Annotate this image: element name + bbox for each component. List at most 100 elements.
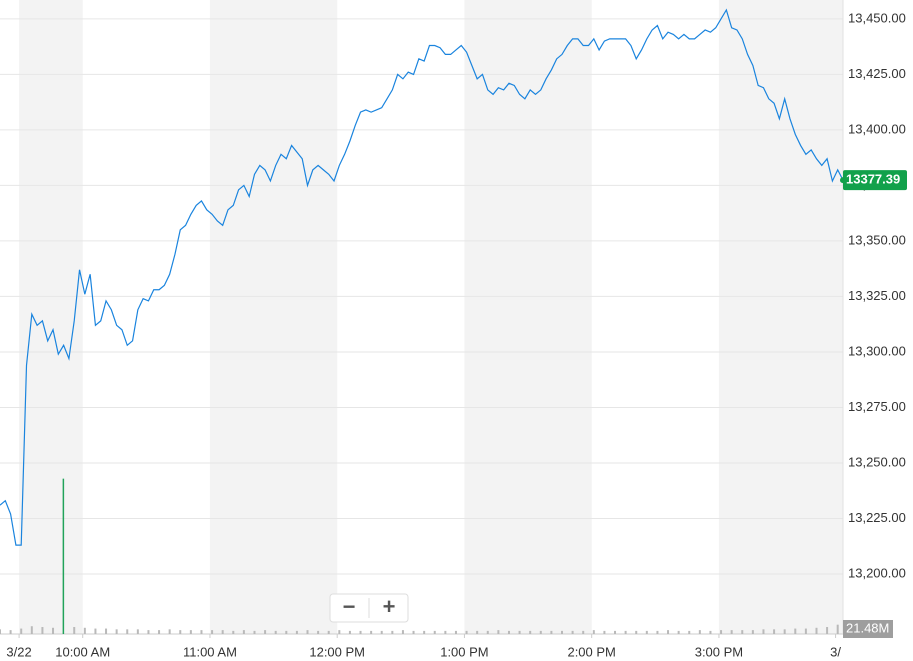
volume-bar xyxy=(253,630,256,634)
zoom-controls: − + xyxy=(329,593,409,623)
volume-bar xyxy=(614,630,617,634)
volume-bar xyxy=(200,630,203,634)
x-tick-label: 2:00 PM xyxy=(567,644,615,659)
volume-bar xyxy=(126,629,129,634)
volume-badge xyxy=(843,620,893,638)
volume-bar xyxy=(656,630,659,634)
volume-bar xyxy=(645,630,648,634)
volume-bar xyxy=(454,630,457,634)
volume-bar xyxy=(518,630,521,634)
volume-bar xyxy=(94,628,97,634)
volume-bar xyxy=(709,630,712,634)
volume-bar xyxy=(189,630,192,634)
volume-bar xyxy=(338,630,341,634)
last-price-badge xyxy=(843,170,907,191)
volume-bar xyxy=(62,478,65,634)
session-band xyxy=(209,0,338,634)
y-tick-label: 13,425.00 xyxy=(848,66,906,81)
x-tick-label: 12:00 PM xyxy=(309,644,365,659)
session-band xyxy=(464,0,592,634)
x-tick-label: 3:00 PM xyxy=(695,644,743,659)
volume-bar xyxy=(667,630,670,634)
volume-bar xyxy=(561,630,563,634)
volume-bar xyxy=(52,627,55,634)
zoom-out[interactable]: − xyxy=(343,594,356,619)
y-tick-label: 13,200.00 xyxy=(848,565,906,580)
x-tick-label: 1:00 PM xyxy=(440,644,488,659)
volume-bar xyxy=(550,630,553,634)
volume-bar xyxy=(179,630,182,634)
volume-bar xyxy=(380,630,383,634)
volume-bar xyxy=(391,630,394,634)
volume-bar xyxy=(0,629,1,634)
volume-bar xyxy=(211,630,214,634)
x-tick-label: 11:00 AM xyxy=(183,644,237,659)
volume-bar xyxy=(9,630,12,634)
volume-bar xyxy=(370,630,373,634)
volume-bar xyxy=(285,630,288,634)
volume-bar xyxy=(83,627,86,634)
x-tick-label: 3/ xyxy=(830,644,841,659)
volume-bar xyxy=(274,630,277,634)
y-tick-label: 13,275.00 xyxy=(848,399,906,414)
y-tick-label: 13,250.00 xyxy=(848,454,906,469)
volume-bar xyxy=(720,630,723,634)
volume-bar xyxy=(751,630,754,634)
volume-bar xyxy=(698,630,701,634)
y-tick-label: 13,225.00 xyxy=(848,510,906,525)
session-band xyxy=(718,0,843,634)
x-tick-label: 3/22 xyxy=(6,644,31,659)
volume-bar xyxy=(486,630,489,634)
volume-bar xyxy=(412,630,415,634)
y-tick-label: 13,325.00 xyxy=(848,288,906,303)
volume-bar xyxy=(783,629,786,634)
y-tick-label: 13,350.00 xyxy=(848,232,906,247)
volume-bar xyxy=(30,626,33,634)
volume-bar xyxy=(507,630,510,634)
volume-bar xyxy=(730,630,733,634)
volume-bar xyxy=(836,624,839,634)
zoom-in[interactable]: + xyxy=(383,594,396,619)
session-band xyxy=(19,0,83,634)
volume-bar xyxy=(147,630,150,634)
volume-bar xyxy=(41,627,44,634)
volume-label: 21.48M xyxy=(846,620,889,635)
volume-bar xyxy=(539,630,542,634)
volume-bar xyxy=(317,630,320,634)
volume-bar xyxy=(221,630,224,634)
volume-bar xyxy=(168,629,171,634)
volume-bar xyxy=(741,630,744,634)
volume-bar xyxy=(635,630,638,634)
volume-bar xyxy=(465,630,468,634)
volume-bar xyxy=(433,630,436,634)
volume-bar xyxy=(603,630,606,634)
volume-bar xyxy=(529,630,532,634)
volume-bar xyxy=(158,630,161,634)
volume-bar xyxy=(624,630,627,634)
volume-bar xyxy=(73,627,76,634)
volume-bar xyxy=(826,627,829,634)
volume-bar xyxy=(773,629,776,634)
volume-bar xyxy=(401,630,404,634)
volume-bar xyxy=(582,630,585,634)
price-line xyxy=(0,8,844,546)
volume-bar xyxy=(476,630,479,634)
volume-bar xyxy=(136,629,139,634)
volume-bar xyxy=(762,629,765,634)
volume-bar xyxy=(327,630,330,634)
volume-bar xyxy=(794,628,797,634)
volume-bar xyxy=(264,630,267,634)
volume-bar xyxy=(571,630,574,634)
volume-bar xyxy=(592,630,595,634)
volume-bar xyxy=(444,630,447,634)
last-price-label: 13377.39 xyxy=(846,172,900,187)
y-tick-label: 13,300.00 xyxy=(848,343,906,358)
volume-bar xyxy=(423,630,426,634)
x-tick-label: 10:00 AM xyxy=(55,644,110,659)
y-tick-label: 13,400.00 xyxy=(848,121,906,136)
volume-bar xyxy=(815,627,818,634)
volume-bar xyxy=(306,630,309,634)
volume-bar xyxy=(115,629,118,634)
volume-bar xyxy=(105,628,108,634)
volume-bar xyxy=(242,630,245,634)
